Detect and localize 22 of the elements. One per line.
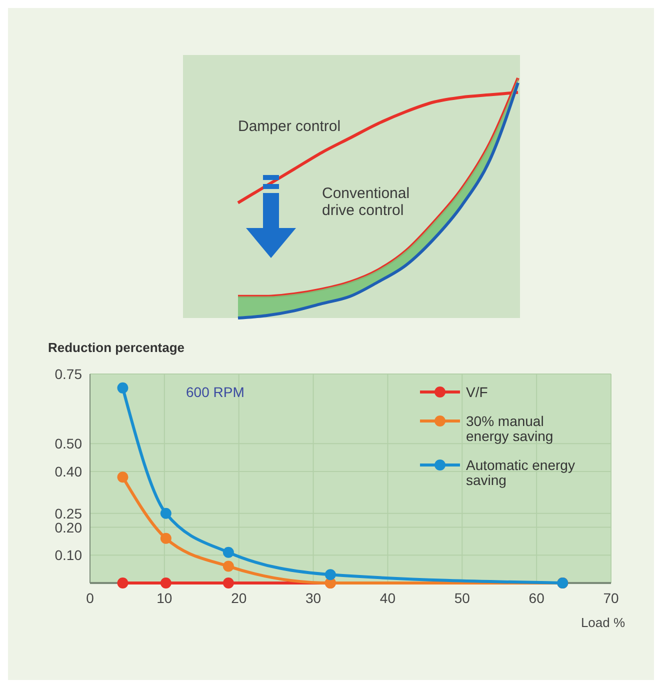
x-tick-label: 10 xyxy=(156,590,172,606)
legend-label: Automatic energy saving xyxy=(466,457,575,488)
series-label: Conventional drive control xyxy=(322,185,410,219)
y-tick-label: 0.10 xyxy=(54,547,82,564)
x-axis-title: Load % xyxy=(580,615,626,630)
x-tick-label: 0 xyxy=(86,590,94,606)
y-axis-title: Reduction percentage xyxy=(48,340,185,355)
legend-label: V/F xyxy=(466,384,488,400)
y-tick-label: 0.50 xyxy=(54,436,82,452)
y-tick-label: 0.20 xyxy=(54,519,82,536)
y-tick-label: 0.75 xyxy=(54,366,82,382)
x-tick-label: 40 xyxy=(380,590,396,606)
x-tick-label: 60 xyxy=(528,590,545,606)
x-tick-label: 50 xyxy=(454,590,470,606)
y-tick-label: 0.25 xyxy=(54,505,82,522)
x-tick-label: 20 xyxy=(231,590,247,606)
series-label: Damper control xyxy=(238,118,341,135)
annotation: 600 RPM xyxy=(186,384,244,400)
y-tick-label: 0.40 xyxy=(54,464,82,480)
legend-label: 30% manual energy saving xyxy=(466,413,554,444)
x-tick-label: 70 xyxy=(603,590,619,606)
x-tick-label: 30 xyxy=(305,590,322,606)
